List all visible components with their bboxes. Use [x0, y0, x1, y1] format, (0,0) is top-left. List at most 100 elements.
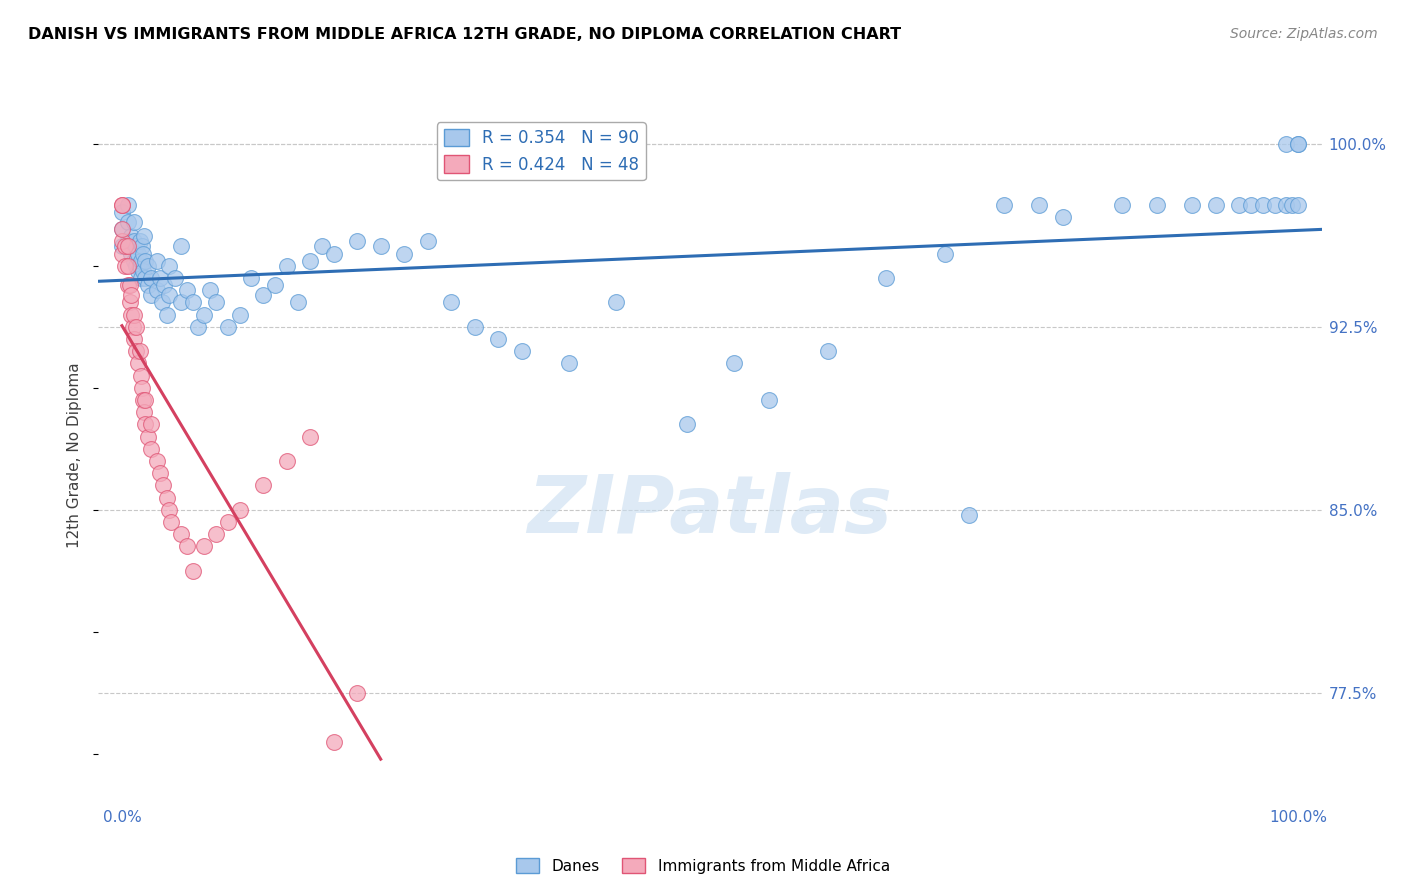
- Point: [193, 540, 215, 554]
- Point: [127, 356, 149, 370]
- Point: [141, 417, 163, 432]
- Point: [111, 246, 134, 260]
- Point: [181, 295, 204, 310]
- Legend: Danes, Immigrants from Middle Africa: Danes, Immigrants from Middle Africa: [510, 852, 896, 880]
- Point: [322, 246, 344, 260]
- Point: [128, 344, 150, 359]
- Point: [1251, 197, 1274, 211]
- Point: [558, 356, 581, 370]
- Point: [170, 239, 193, 253]
- Point: [322, 735, 344, 749]
- Point: [1275, 136, 1298, 151]
- Point: [160, 515, 183, 529]
- Point: [163, 271, 186, 285]
- Point: [120, 229, 142, 244]
- Point: [299, 429, 322, 443]
- Point: [111, 205, 134, 219]
- Point: [122, 253, 145, 268]
- Point: [120, 288, 142, 302]
- Point: [122, 308, 145, 322]
- Point: [205, 527, 228, 541]
- Point: [346, 686, 368, 700]
- Point: [287, 295, 309, 310]
- Point: [205, 295, 228, 310]
- Point: [125, 239, 148, 253]
- Point: [1240, 197, 1263, 211]
- Point: [117, 278, 139, 293]
- Text: ZIPatlas: ZIPatlas: [527, 472, 893, 549]
- Point: [156, 491, 179, 505]
- Point: [111, 197, 134, 211]
- Point: [117, 215, 139, 229]
- Point: [134, 405, 156, 419]
- Point: [111, 222, 134, 236]
- Point: [117, 239, 139, 253]
- Point: [132, 246, 155, 260]
- Point: [217, 319, 239, 334]
- Point: [146, 454, 169, 468]
- Point: [228, 503, 250, 517]
- Point: [1028, 197, 1050, 211]
- Point: [1275, 197, 1298, 211]
- Point: [1286, 136, 1309, 151]
- Point: [252, 288, 274, 302]
- Point: [111, 222, 134, 236]
- Point: [510, 344, 533, 359]
- Point: [464, 319, 486, 334]
- Point: [141, 288, 163, 302]
- Point: [134, 392, 156, 407]
- Point: [117, 259, 139, 273]
- Point: [136, 278, 159, 293]
- Point: [149, 271, 172, 285]
- Point: [153, 278, 176, 293]
- Point: [134, 229, 156, 244]
- Point: [875, 271, 897, 285]
- Point: [131, 239, 153, 253]
- Point: [1286, 136, 1309, 151]
- Point: [252, 478, 274, 492]
- Point: [120, 308, 142, 322]
- Point: [176, 283, 198, 297]
- Point: [440, 295, 463, 310]
- Point: [1205, 197, 1227, 211]
- Point: [758, 392, 780, 407]
- Point: [1111, 197, 1133, 211]
- Point: [276, 259, 298, 273]
- Point: [129, 368, 152, 383]
- Point: [181, 564, 204, 578]
- Point: [121, 319, 143, 334]
- Text: Source: ZipAtlas.com: Source: ZipAtlas.com: [1230, 27, 1378, 41]
- Point: [134, 253, 156, 268]
- Point: [125, 259, 148, 273]
- Point: [122, 215, 145, 229]
- Point: [156, 308, 179, 322]
- Point: [198, 283, 221, 297]
- Point: [157, 503, 180, 517]
- Text: DANISH VS IMMIGRANTS FROM MIDDLE AFRICA 12TH GRADE, NO DIPLOMA CORRELATION CHART: DANISH VS IMMIGRANTS FROM MIDDLE AFRICA …: [28, 27, 901, 42]
- Point: [125, 319, 148, 334]
- Point: [122, 332, 145, 346]
- Point: [132, 263, 155, 277]
- Point: [141, 442, 163, 456]
- Point: [136, 429, 159, 443]
- Point: [129, 271, 152, 285]
- Point: [1281, 197, 1303, 211]
- Point: [146, 283, 169, 297]
- Point: [122, 235, 145, 249]
- Point: [1286, 197, 1309, 211]
- Point: [176, 540, 198, 554]
- Point: [993, 197, 1015, 211]
- Point: [132, 392, 155, 407]
- Point: [120, 295, 142, 310]
- Point: [127, 246, 149, 260]
- Point: [141, 271, 163, 285]
- Point: [311, 239, 333, 253]
- Point: [957, 508, 980, 522]
- Point: [193, 308, 215, 322]
- Point: [129, 253, 152, 268]
- Point: [128, 235, 150, 249]
- Point: [1227, 197, 1250, 211]
- Point: [170, 295, 193, 310]
- Point: [114, 239, 136, 253]
- Point: [416, 235, 439, 249]
